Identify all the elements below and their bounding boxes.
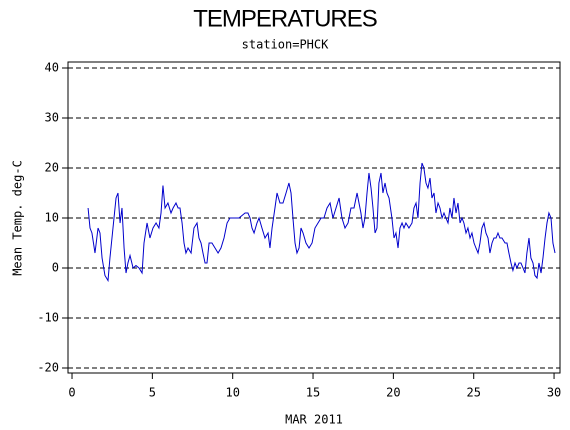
x-tick-label: 0	[68, 386, 75, 400]
temperature-line	[87, 162, 556, 283]
x-tick-label: 5	[149, 386, 156, 400]
chart-title: TEMPERATURES	[193, 5, 377, 32]
y-tick-label: 40	[45, 61, 59, 75]
x-tick-label: 15	[306, 386, 320, 400]
y-tick-label: -10	[37, 311, 59, 325]
y-tick-label: 20	[45, 161, 59, 175]
y-tick-label: 0	[52, 261, 59, 275]
y-tick-label: -20	[37, 361, 59, 375]
x-tick-label: 25	[466, 386, 480, 400]
x-tick-label: 30	[547, 386, 561, 400]
y-axis-label: Mean Temp. deg-C	[11, 160, 25, 276]
x-tick-label: 10	[225, 386, 239, 400]
x-tick-label: 20	[386, 386, 400, 400]
y-tick-label: 10	[45, 211, 59, 225]
y-tick-label: 30	[45, 111, 59, 125]
chart-subtitle: station=PHCK	[242, 38, 329, 52]
x-axis-label: MAR 2011	[285, 413, 343, 427]
